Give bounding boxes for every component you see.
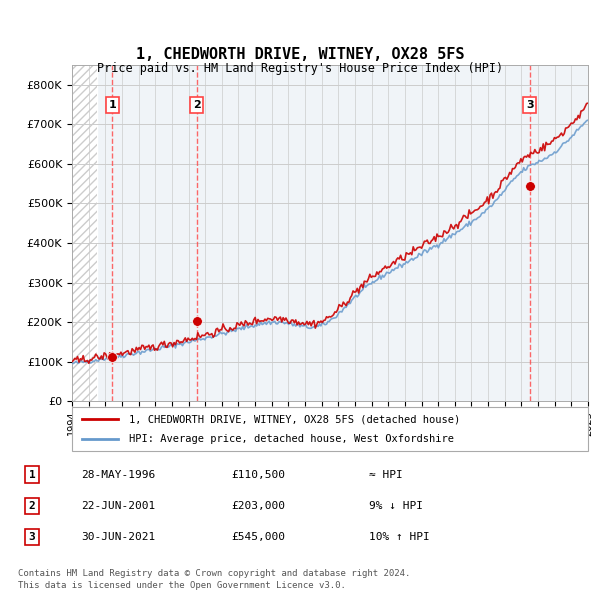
Bar: [72, 65, 97, 401]
Text: Contains HM Land Registry data © Crown copyright and database right 2024.: Contains HM Land Registry data © Crown c…: [18, 569, 410, 578]
Text: 1: 1: [109, 100, 116, 110]
Text: 3: 3: [526, 100, 533, 110]
Text: 9% ↓ HPI: 9% ↓ HPI: [369, 501, 423, 511]
Text: £203,000: £203,000: [231, 501, 285, 511]
Text: £545,000: £545,000: [231, 532, 285, 542]
FancyBboxPatch shape: [72, 407, 588, 451]
Text: HPI: Average price, detached house, West Oxfordshire: HPI: Average price, detached house, West…: [129, 434, 454, 444]
Text: £110,500: £110,500: [231, 470, 285, 480]
Text: 3: 3: [29, 532, 35, 542]
Text: This data is licensed under the Open Government Licence v3.0.: This data is licensed under the Open Gov…: [18, 581, 346, 590]
Text: 28-MAY-1996: 28-MAY-1996: [81, 470, 155, 480]
Text: 22-JUN-2001: 22-JUN-2001: [81, 501, 155, 511]
Text: 10% ↑ HPI: 10% ↑ HPI: [369, 532, 430, 542]
Text: 30-JUN-2021: 30-JUN-2021: [81, 532, 155, 542]
Text: Price paid vs. HM Land Registry's House Price Index (HPI): Price paid vs. HM Land Registry's House …: [97, 62, 503, 75]
Text: 1: 1: [29, 470, 35, 480]
Bar: [72, 65, 97, 401]
Text: 1, CHEDWORTH DRIVE, WITNEY, OX28 5FS: 1, CHEDWORTH DRIVE, WITNEY, OX28 5FS: [136, 47, 464, 62]
Text: 1, CHEDWORTH DRIVE, WITNEY, OX28 5FS (detached house): 1, CHEDWORTH DRIVE, WITNEY, OX28 5FS (de…: [129, 415, 460, 424]
Text: 2: 2: [193, 100, 201, 110]
Text: ≈ HPI: ≈ HPI: [369, 470, 403, 480]
Text: 2: 2: [29, 501, 35, 511]
